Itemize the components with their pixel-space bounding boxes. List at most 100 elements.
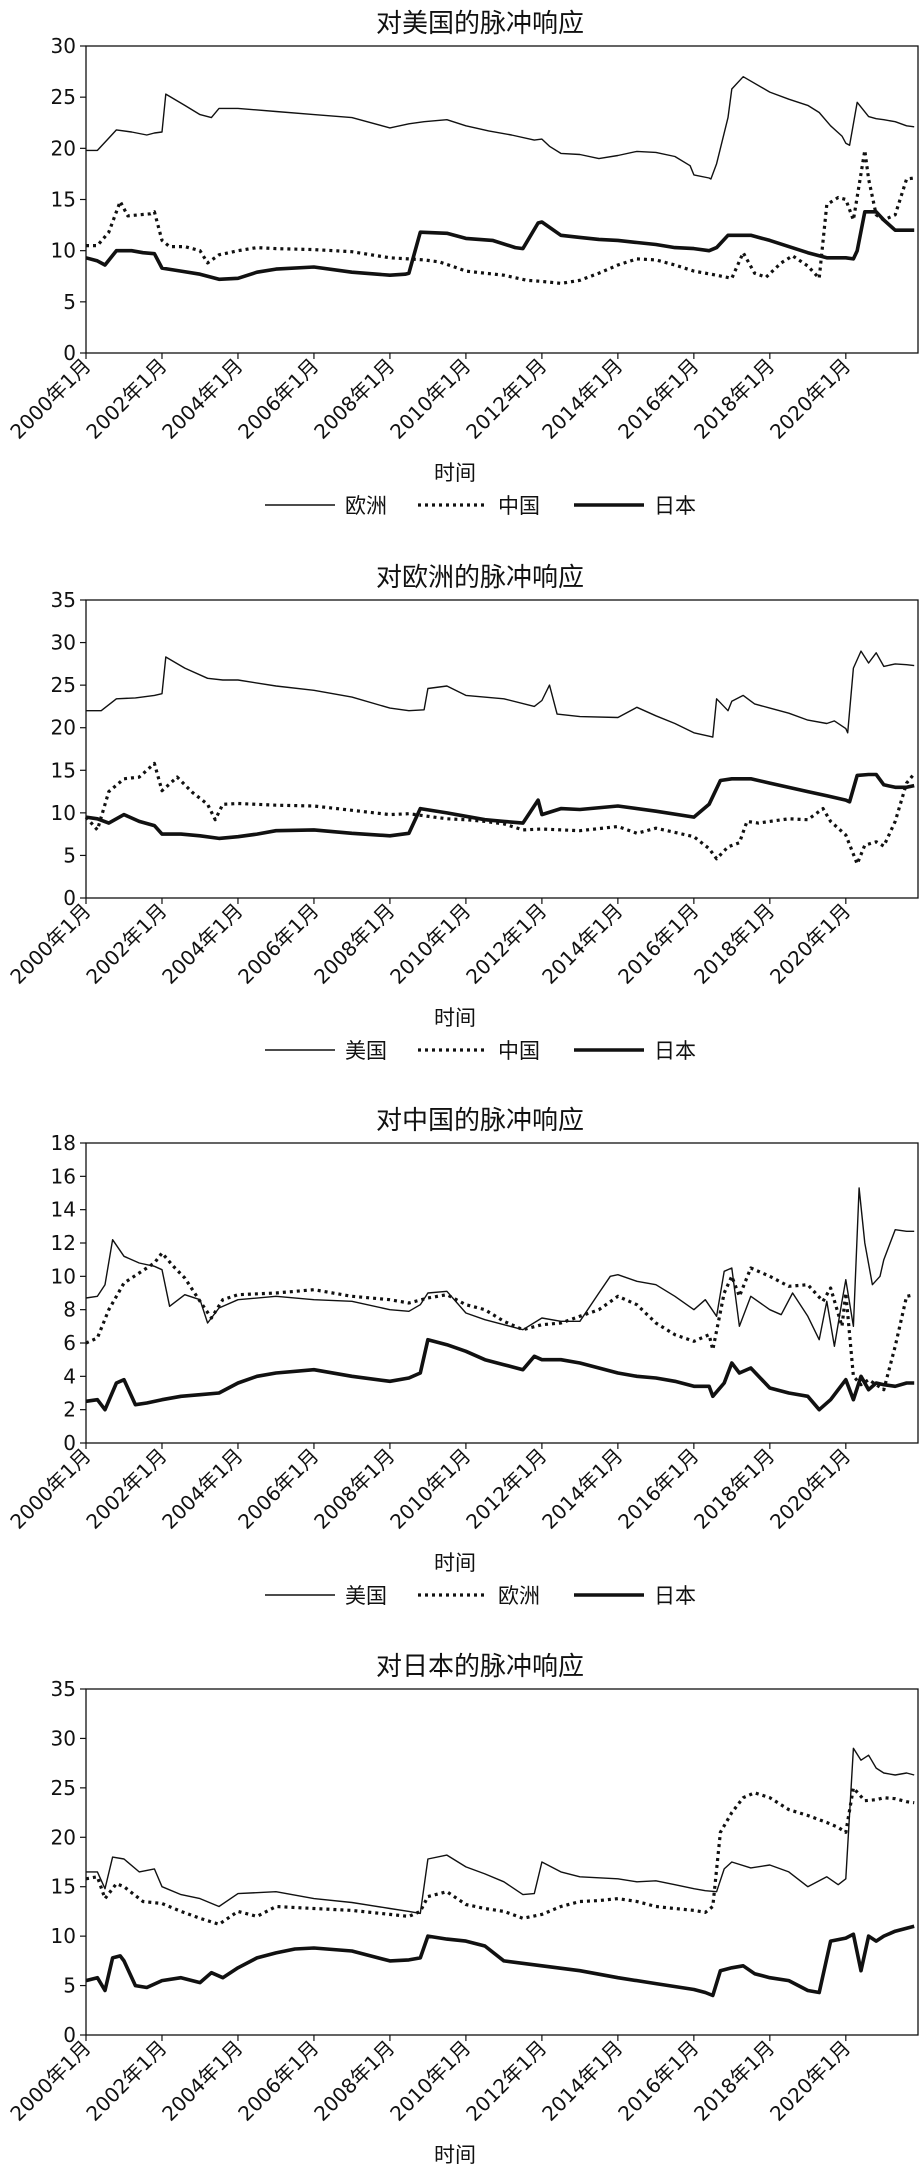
y-tick-label: 0	[63, 886, 76, 910]
x-tick-label: 2002年1月	[81, 354, 171, 444]
x-tick-label: 2000年1月	[5, 354, 95, 444]
x-tick-label: 2006年1月	[233, 2036, 323, 2126]
x-tick-label: 2014年1月	[537, 1444, 627, 1534]
y-tick-label: 5	[63, 290, 76, 314]
x-tick-label: 2000年1月	[5, 899, 95, 989]
chart-title: 对欧洲的脉冲响应	[376, 563, 584, 593]
x-tick-label: 2004年1月	[157, 1444, 247, 1534]
series-line-2	[85, 1251, 915, 1392]
series-line-3	[85, 1337, 915, 1412]
x-tick-label: 2008年1月	[309, 2036, 399, 2126]
x-tick-label: 2020年1月	[765, 354, 855, 444]
x-tick-label: 2010年1月	[385, 2036, 475, 2126]
y-tick-label: 5	[63, 843, 76, 867]
x-tick-label: 2016年1月	[613, 354, 703, 444]
y-tick-label: 15	[51, 188, 76, 212]
x-tick-label: 2008年1月	[309, 354, 399, 444]
series-line-2	[84, 761, 916, 866]
legend-label-2: 欧洲	[498, 1584, 540, 1608]
y-tick-label: 20	[51, 136, 76, 160]
y-tick-label: 35	[51, 1677, 76, 1701]
x-tick-label: 2012年1月	[461, 2036, 551, 2126]
series-line-3	[85, 1924, 915, 1998]
y-tick-label: 25	[51, 85, 76, 109]
x-tick-label: 2016年1月	[613, 899, 703, 989]
plot-frame	[85, 45, 919, 354]
legend-label-2: 中国	[498, 1039, 540, 1063]
x-tick-label: 2006年1月	[233, 899, 323, 989]
x-tick-label: 2004年1月	[157, 354, 247, 444]
y-tick-label: 35	[51, 588, 76, 612]
y-tick-label: 10	[51, 1264, 76, 1288]
y-tick-label: 12	[51, 1231, 76, 1255]
y-tick-label: 6	[63, 1331, 76, 1355]
x-tick-label: 2018年1月	[689, 899, 779, 989]
plot-frame	[85, 1142, 919, 1444]
y-tick-label: 14	[51, 1198, 76, 1222]
x-tick-label: 2006年1月	[233, 354, 323, 444]
x-tick-label: 2014年1月	[537, 899, 627, 989]
y-tick-label: 0	[63, 1431, 76, 1455]
y-tick-label: 30	[51, 1726, 76, 1750]
chart-title: 对日本的脉冲响应	[376, 1652, 584, 1682]
x-tick-label: 2012年1月	[461, 1444, 551, 1534]
series-line-1	[86, 76, 915, 180]
y-tick-label: 4	[63, 1364, 76, 1388]
x-tick-label: 2010年1月	[385, 354, 475, 444]
chart-panel-2: 对欧洲的脉冲响应 0 5 10 15 20 25 30 35 2000年1月2002年1月2004…	[5, 563, 919, 1063]
x-tick-label: 2016年1月	[613, 1444, 703, 1534]
plot-frame	[85, 1688, 919, 2036]
chart-title: 对中国的脉冲响应	[376, 1106, 584, 1136]
y-tick-label: 15	[51, 1875, 76, 1899]
series-line-2	[86, 148, 915, 285]
series-line-3	[85, 210, 915, 282]
y-tick-label: 20	[51, 716, 76, 740]
x-tick-label: 2010年1月	[385, 899, 475, 989]
x-tick-label: 2016年1月	[613, 2036, 703, 2126]
x-tick-label: 2020年1月	[765, 2036, 855, 2126]
x-tick-label: 2000年1月	[5, 1444, 95, 1534]
x-tick-label: 2020年1月	[765, 899, 855, 989]
chart-title: 对美国的脉冲响应	[376, 9, 584, 39]
x-axis-label: 时间	[434, 461, 476, 485]
legend-label-1: 美国	[345, 1039, 387, 1063]
legend-label-1: 美国	[345, 1584, 387, 1608]
y-tick-label: 5	[63, 1974, 76, 1998]
x-tick-label: 2014年1月	[537, 2036, 627, 2126]
y-tick-label: 0	[63, 2023, 76, 2047]
chart-panel-1: 对美国的脉冲响应 0 5 10 15 20 25 30 2000年1月2002年1月2004年1…	[5, 9, 919, 518]
y-tick-label: 10	[51, 239, 76, 263]
y-tick-label: 16	[51, 1164, 76, 1188]
x-tick-label: 2002年1月	[81, 2036, 171, 2126]
y-tick-label: 15	[51, 758, 76, 782]
x-tick-label: 2000年1月	[5, 2036, 95, 2126]
x-tick-label: 2018年1月	[689, 2036, 779, 2126]
x-tick-label: 2012年1月	[461, 899, 551, 989]
x-tick-label: 2008年1月	[309, 1444, 399, 1534]
x-tick-label: 2004年1月	[157, 899, 247, 989]
legend-label-3: 日本	[654, 1584, 696, 1608]
y-tick-label: 0	[63, 341, 76, 365]
chart-panel-3: 对中国的脉冲响应0246810121416182000年1月2002年1月200…	[5, 1106, 919, 1608]
x-axis-label: 时间	[434, 1006, 476, 1030]
y-tick-label: 30	[51, 631, 76, 655]
x-tick-label: 2018年1月	[689, 354, 779, 444]
legend-label-3: 日本	[654, 494, 696, 518]
x-tick-label: 2002年1月	[81, 1444, 171, 1534]
y-tick-label: 10	[51, 801, 76, 825]
series-line-1	[86, 650, 915, 738]
y-tick-label: 25	[51, 1776, 76, 1800]
y-tick-label: 30	[51, 34, 76, 58]
legend-label-3: 日本	[654, 1039, 696, 1063]
plot-frame	[85, 599, 919, 899]
x-tick-label: 2002年1月	[81, 899, 171, 989]
series-line-1	[86, 1747, 915, 1915]
legend-label-1: 欧洲	[345, 494, 387, 518]
x-tick-label: 2018年1月	[689, 1444, 779, 1534]
x-tick-label: 2008年1月	[309, 899, 399, 989]
x-tick-label: 2010年1月	[385, 1444, 475, 1534]
series-line-1	[85, 1187, 915, 1347]
chart-panel-4: 对日本的脉冲响应 0 5 10 15 20 25 30 35 2000年1月2002年1月2004…	[5, 1652, 919, 2164]
y-tick-label: 18	[51, 1131, 76, 1155]
